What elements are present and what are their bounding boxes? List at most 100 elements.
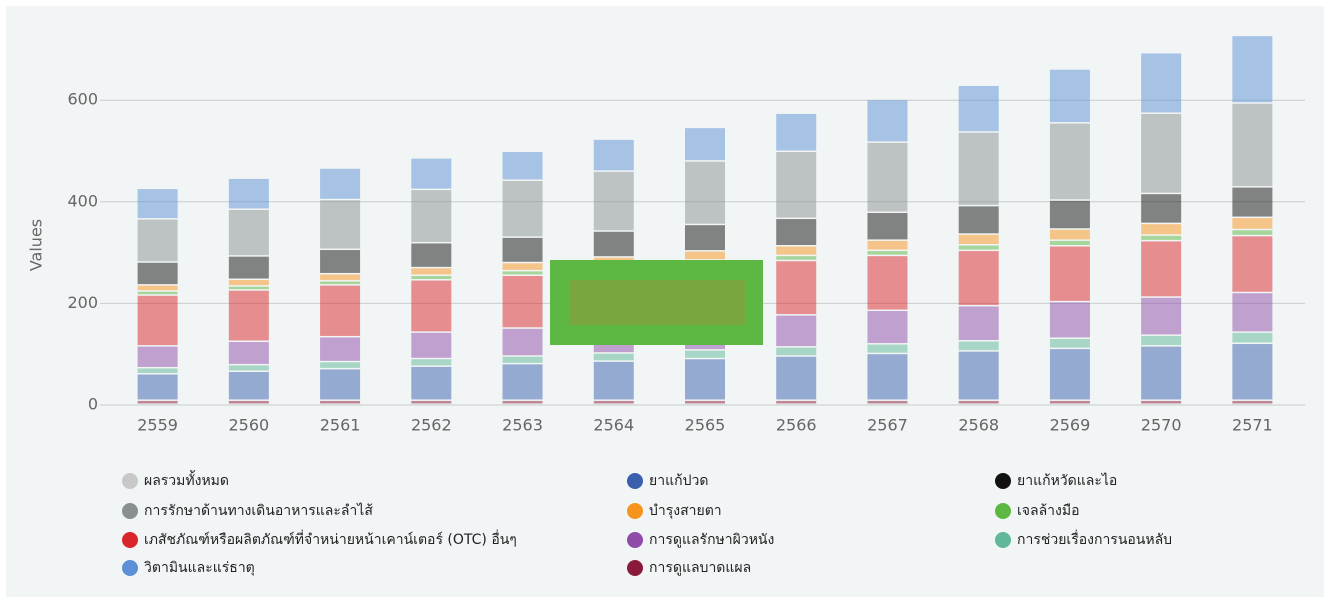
bar-segment (958, 245, 999, 250)
legend-swatch (995, 503, 1011, 519)
bar-segment (320, 200, 361, 249)
bar-segment (411, 243, 452, 267)
bar-segment (685, 251, 725, 260)
bar-segment (1141, 113, 1182, 193)
bar-segment (958, 306, 999, 340)
bar-segment (137, 295, 178, 346)
bar-segment (593, 139, 634, 171)
legend-label: บำรุงสายตา (649, 503, 722, 519)
legend-label: วิตามินและแร่ธาตุ (144, 560, 255, 576)
legend-label: การดูแลบาดแผล (649, 560, 751, 576)
bar-segment (593, 361, 634, 400)
legend-swatch (627, 503, 643, 519)
bar-segment (411, 190, 452, 242)
legend-swatch (122, 560, 138, 576)
highlight-inner (570, 280, 745, 325)
y-axis-label: Values (27, 219, 46, 271)
bar-segment (1049, 349, 1090, 400)
bar-segment (411, 359, 452, 366)
bar-segment (776, 152, 817, 218)
bar-segment (593, 231, 634, 257)
bar-segment (137, 291, 178, 295)
bar-segment (958, 234, 999, 244)
x-tick-label: 2569 (1050, 416, 1091, 435)
bar-segment (411, 268, 452, 275)
bar-segment (1049, 229, 1090, 240)
y-tick-label: 600 (67, 90, 98, 109)
bar-segment (867, 344, 908, 353)
bar-segment (1232, 293, 1273, 332)
bar-segment (320, 369, 361, 400)
bar-segment (137, 189, 178, 219)
bar-segment (776, 246, 817, 255)
x-tick-label: 2565 (685, 416, 726, 435)
bar-segment (1049, 200, 1090, 229)
legend-label: ยาแก้ปวด (649, 473, 708, 489)
bar-segment (776, 356, 817, 400)
bar-segment (228, 290, 269, 341)
bar-segment (1049, 302, 1090, 338)
x-tick-label: 2563 (502, 416, 543, 435)
bar-segment (867, 256, 908, 310)
bar-segment (1232, 230, 1273, 235)
legend-swatch (627, 560, 643, 576)
bar-segment (776, 315, 817, 347)
legend-label: ผลรวมทั้งหมด (144, 470, 229, 489)
bar-segment (228, 209, 269, 256)
y-tick-label: 200 (67, 293, 98, 312)
bar-segment (502, 237, 543, 262)
bar-segment (685, 359, 725, 400)
bar-segment (137, 346, 178, 367)
bar-segment (1141, 346, 1182, 400)
bar-segment (1141, 224, 1182, 235)
bar-segment (867, 100, 908, 142)
bar-segment (320, 362, 361, 368)
x-tick-label: 2560 (228, 416, 269, 435)
bar-segment (1049, 400, 1090, 404)
bar-segment (228, 286, 269, 290)
bar-segment (228, 400, 269, 404)
legend-label: การดูแลรักษาผิวหนัง (649, 532, 774, 548)
bar-segment (411, 158, 452, 189)
y-tick-label: 400 (67, 191, 98, 210)
bar-segment (502, 263, 543, 270)
bar-segment (1141, 235, 1182, 240)
legend-swatch (995, 532, 1011, 548)
bar-segment (685, 161, 725, 224)
legend-swatch (627, 532, 643, 548)
bar-segment (320, 285, 361, 336)
bar-segment (228, 365, 269, 371)
bar-segment (411, 332, 452, 358)
bar-segment (958, 251, 999, 305)
bar-segment (958, 351, 999, 400)
x-tick-label: 2571 (1232, 416, 1273, 435)
x-tick-label: 2567 (867, 416, 908, 435)
bar-segment (685, 350, 725, 358)
bar-segment (593, 353, 634, 361)
bar-segment (776, 256, 817, 260)
bar-segment (320, 281, 361, 285)
bar-segment (593, 171, 634, 231)
x-tick-label: 2559 (137, 416, 178, 435)
bar-segment (228, 280, 269, 286)
bar-segment (593, 400, 634, 404)
bar-segment (958, 400, 999, 404)
legend-swatch (122, 503, 138, 519)
bar-segment (320, 400, 361, 404)
bar-segment (867, 311, 908, 344)
legend-label: เภสัชภัณฑ์หรือผลิตภัณฑ์ที่จำหน่ายหน้าเคา… (144, 530, 517, 548)
bar-segment (685, 400, 725, 404)
bar-segment (411, 280, 452, 332)
x-tick-label: 2566 (776, 416, 817, 435)
bar-segment (958, 85, 999, 132)
bar-segment (1141, 297, 1182, 335)
bar-segment (867, 354, 908, 400)
bar-segment (502, 356, 543, 363)
bar-segment (502, 275, 543, 328)
bar-segment (320, 250, 361, 273)
legend-label: การรักษาด้านทางเดินอาหารและลำไส้ (144, 502, 373, 519)
legend-swatch (122, 532, 138, 548)
bar-segment (502, 400, 543, 404)
legend-swatch (122, 473, 138, 489)
x-tick-label: 2561 (320, 416, 361, 435)
